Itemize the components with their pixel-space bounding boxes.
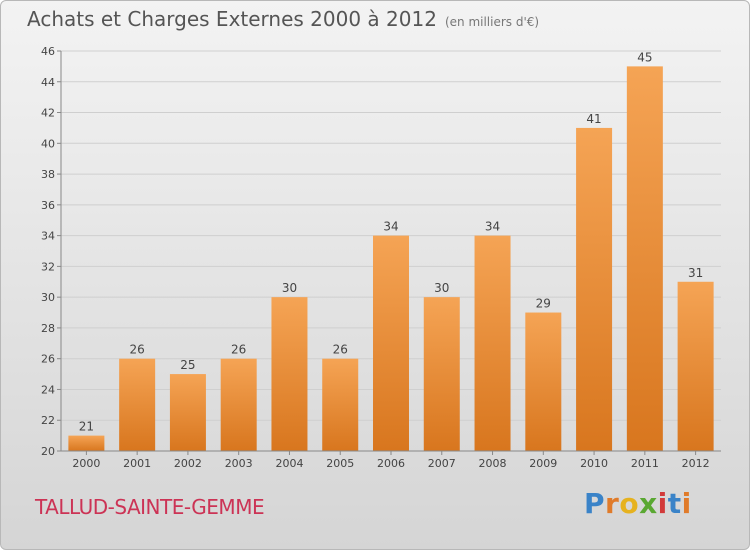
bar-value-label: 29 <box>536 297 551 311</box>
x-tick-label: 2010 <box>580 457 608 470</box>
x-tick-label: 2007 <box>428 457 456 470</box>
x-tick-label: 2012 <box>682 457 710 470</box>
x-tick-label: 2004 <box>275 457 303 470</box>
bar-value-label: 26 <box>130 343 145 357</box>
logo-letter: P <box>584 487 606 520</box>
y-tick-label: 36 <box>41 199 55 212</box>
bar <box>373 235 409 451</box>
bar <box>677 281 714 451</box>
bar-value-label: 30 <box>434 281 449 295</box>
logo-letter: t <box>667 487 682 520</box>
commune-name: TALLUD-SAINTE-GEMME <box>35 495 265 519</box>
bar-value-label: 30 <box>282 281 297 295</box>
y-tick-label: 32 <box>41 260 55 273</box>
x-tick-label: 2009 <box>529 457 557 470</box>
x-tick-label: 2005 <box>326 457 354 470</box>
bar <box>220 358 257 451</box>
y-tick-label: 22 <box>41 414 55 427</box>
bar <box>474 235 511 451</box>
bar-value-label: 41 <box>586 112 601 126</box>
bars: 21 26 25 26 30 26 34 30 34 29 41 45 31 <box>68 50 714 451</box>
bar <box>119 358 156 451</box>
x-tick-label: 2006 <box>377 457 405 470</box>
bar-value-label: 45 <box>637 50 652 64</box>
bar-value-label: 34 <box>383 220 398 234</box>
y-tick-label: 38 <box>41 168 55 181</box>
bar-value-label: 34 <box>485 220 500 234</box>
y-tick-label: 34 <box>41 230 55 243</box>
bar <box>271 297 308 451</box>
x-tick-label: 2002 <box>174 457 202 470</box>
logo-letter: x <box>639 487 658 520</box>
y-tick-label: 44 <box>41 76 55 89</box>
axes: 20 22 24 26 28 30 32 34 36 38 40 42 44 46 2000 2001 2002… <box>41 45 721 470</box>
bar <box>525 312 562 451</box>
bar <box>322 358 359 451</box>
x-tick-label: 2008 <box>479 457 507 470</box>
bar-value-label: 21 <box>79 420 94 434</box>
y-tick-label: 40 <box>41 137 55 150</box>
bar <box>423 297 460 451</box>
y-tick-label: 30 <box>41 291 55 304</box>
bar <box>68 435 105 451</box>
y-tick-label: 46 <box>41 45 55 58</box>
bar <box>576 127 613 451</box>
y-tick-label: 20 <box>41 445 55 458</box>
bar <box>626 66 663 451</box>
logo-letter: i <box>681 487 692 520</box>
y-tick-label: 42 <box>41 107 55 120</box>
bar-value-label: 26 <box>333 343 348 357</box>
x-tick-label: 2000 <box>72 457 100 470</box>
chart-subtitle: (en milliers d'€) <box>444 15 540 29</box>
logo-letter: o <box>619 487 640 520</box>
x-tick-label: 2003 <box>225 457 253 470</box>
chart-title-text: Achats et Charges Externes 2000 à 2012 <box>27 7 437 31</box>
chart-title: Achats et Charges Externes 2000 à 2012 (e… <box>27 7 539 31</box>
proxiti-logo: Proxiti <box>584 487 692 520</box>
y-tick-label: 28 <box>41 322 55 335</box>
bar-value-label: 25 <box>180 358 195 372</box>
x-tick-label: 2011 <box>631 457 659 470</box>
y-tick-label: 24 <box>41 383 55 396</box>
x-tick-label: 2001 <box>123 457 151 470</box>
bar <box>169 374 206 451</box>
logo-letter: r <box>605 487 620 520</box>
logo-letter: i <box>657 487 668 520</box>
bar-value-label: 26 <box>231 343 246 357</box>
y-tick-label: 26 <box>41 353 55 366</box>
bar-value-label: 31 <box>688 266 703 280</box>
